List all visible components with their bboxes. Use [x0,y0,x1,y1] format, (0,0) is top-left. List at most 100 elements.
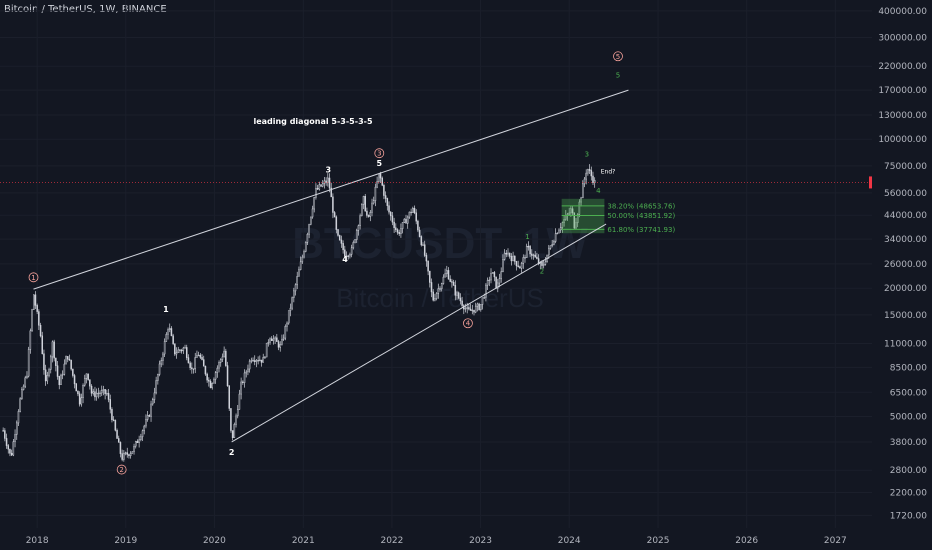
candle-body [201,357,203,360]
candles [2,164,596,462]
candle-body [92,391,95,394]
time-tick-label: 2023 [469,536,492,546]
candle-body [515,261,518,267]
candle-body [316,188,319,190]
candle-body [519,266,521,269]
price-tick-label: 20000.00 [884,284,927,294]
candle-body [27,349,30,377]
trendlines[interactable] [33,89,629,443]
candle-body [298,269,300,277]
candle-body [168,328,171,330]
candle-body [432,291,434,301]
candle-body [457,292,460,299]
candle-body [2,430,4,432]
candle-body [111,409,113,421]
candle-body [330,187,332,198]
candle-body [157,374,159,381]
candle-body [158,363,161,375]
candle-body [466,307,468,309]
price-tick-label: 130000.00 [878,111,927,121]
price-tick-label: 220000.00 [878,62,927,72]
candle-body [299,261,302,270]
candle-body [231,430,234,439]
candle-body [449,278,451,282]
candle-body [99,392,101,395]
candle-body [383,185,385,196]
candle-body [116,430,118,439]
candle-body [582,183,584,199]
candle-body [354,239,356,243]
candle-body [325,180,327,183]
price-tick-label: 2200.00 [890,489,927,499]
candle-body [225,350,227,366]
candle-body [163,341,166,355]
candle-body [270,338,273,341]
candle-body [427,260,429,272]
candle-body [68,358,71,361]
candle-body [529,246,531,255]
candle-body [355,229,358,240]
wave-label: leading diagonal 5-3-5-3-5 [253,117,373,126]
candle-body [474,305,477,313]
candle-body [388,205,390,213]
candle-body [49,356,52,370]
price-tick-label: 15000.00 [884,311,927,321]
candle-body [452,281,455,286]
candle-body [109,399,112,410]
candle-body [97,392,100,395]
candle-body [444,273,446,278]
candle-body [544,261,547,265]
candle-body [235,415,237,425]
wave-label: 3 [326,165,332,174]
candle-body [361,204,363,216]
candle-body [378,173,380,182]
candle-body [100,390,103,394]
candle-body [247,368,249,373]
time-tick-label: 2025 [647,536,670,546]
candle-body [5,438,8,446]
candle-body [345,255,348,257]
candle-body [328,177,331,189]
candle-body [505,252,508,255]
candle-body [507,252,509,255]
candle-body [146,415,149,420]
time-tick-label: 2020 [203,536,226,546]
candle-body [95,393,98,398]
candle-body [104,389,106,395]
candle-body [83,378,86,386]
candle-body [155,380,157,394]
candle-body [257,360,259,362]
candle-body [102,389,105,391]
candle-body [7,445,10,450]
candle-body [304,241,307,252]
fibonacci-retracement[interactable]: 38.20% (48653.76) 50.00% (43851.92) 61.80%… [561,198,676,234]
candle-body [371,202,373,213]
candle-body [412,207,414,213]
candle-body [128,454,130,456]
candle-body [318,184,321,190]
candle-body [534,254,536,258]
candle-body [32,294,35,310]
candle-body [185,347,188,358]
candle-body [440,283,443,290]
candle-body [31,309,33,332]
candle-body [197,354,200,357]
price-axis[interactable]: 400000.00 300000.00 220000.00 170000.00 1300… [872,0,932,550]
time-axis[interactable]: 2018 2019 2020 2021 2022 2023 2024 2025 2026 2027 [26,536,847,546]
candle-body [495,276,497,289]
candle-body [558,229,560,234]
candle-body [196,355,198,358]
candle-body [551,244,553,246]
candle-body [21,389,23,399]
candle-body [264,356,266,359]
candle-body [60,374,62,385]
wave-label: 5 [616,71,620,79]
candle-body [10,453,13,456]
candle-body [276,337,278,342]
candle-body [592,175,594,183]
candle-body [327,177,329,183]
candle-body [233,424,236,439]
candle-body [410,211,412,214]
candle-body [39,325,42,337]
